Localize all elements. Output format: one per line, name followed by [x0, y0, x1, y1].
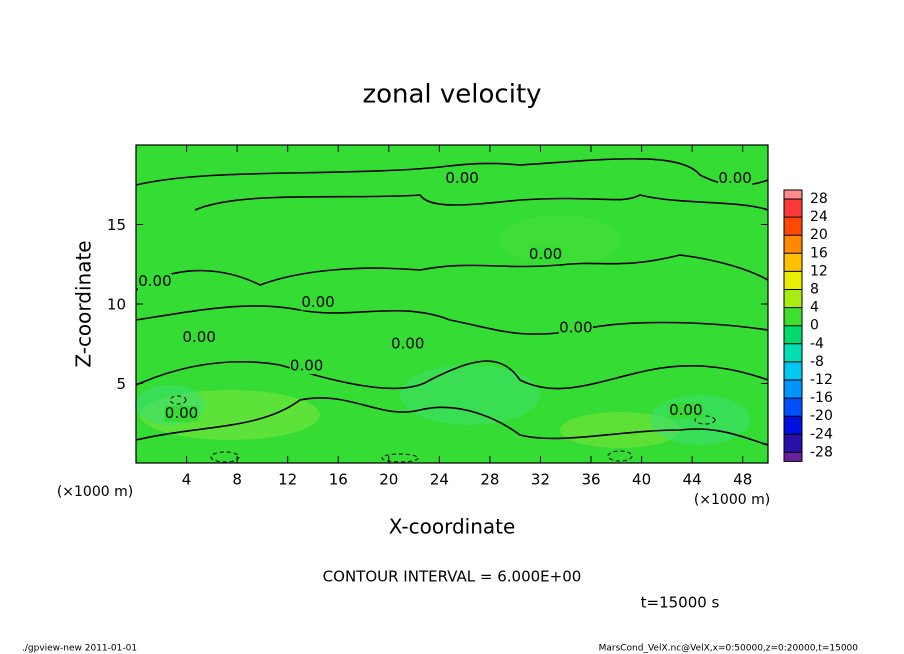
colorbar-box: [784, 416, 802, 435]
x-tick-label: 44: [683, 471, 702, 489]
colorbar-box: [784, 271, 802, 290]
contour-label: 0.00: [165, 404, 198, 422]
colorbar-box: [784, 380, 802, 399]
contour-label-bg: [164, 405, 199, 422]
x-tick-label: 24: [430, 471, 449, 489]
y-axis-title: Z-coordinate: [72, 240, 96, 367]
colorbar-label: 0: [810, 318, 819, 334]
contour-label-bg: [289, 358, 324, 375]
colorbar-label: 12: [810, 263, 828, 279]
contour-label-bg: [390, 335, 425, 352]
colorbar-box: [784, 199, 802, 218]
y-tick-label: 15: [107, 216, 126, 234]
colorbar-box: [784, 307, 802, 326]
colorbar-box: [784, 434, 802, 453]
contour-label: 0.00: [290, 357, 323, 375]
contour-label-bg: [558, 319, 593, 336]
contour-interval: CONTOUR INTERVAL = 6.000E+00: [323, 568, 582, 586]
colorbar-label: -20: [810, 408, 833, 424]
x-tick-label: 48: [733, 471, 752, 489]
x-tick-label: 32: [531, 471, 550, 489]
contour-label: 0.00: [138, 272, 171, 290]
colorbar-box: [784, 343, 802, 362]
contour-label: 0.00: [718, 169, 751, 187]
contour-label: 0.00: [559, 318, 592, 336]
colorbar-box: [784, 289, 802, 308]
contour-label-bg: [668, 402, 703, 419]
contour-lines: [135, 157, 769, 463]
x-tick-label: 40: [632, 471, 651, 489]
contour-label-bg: [182, 329, 217, 346]
colorbar-label: 4: [810, 300, 819, 316]
colorbar-box: [784, 190, 802, 199]
x-tick-label: 36: [581, 471, 600, 489]
x-tick-label: 20: [379, 471, 398, 489]
colorbar-label: -24: [810, 426, 833, 442]
y-tick-label: 10: [107, 296, 126, 314]
x-tick-label: 28: [480, 471, 499, 489]
colorbar-box: [784, 398, 802, 417]
x-tick-label: 16: [329, 471, 348, 489]
colorbar-label: 28: [810, 191, 828, 207]
colorbar-label: -8: [810, 354, 824, 370]
colorbar-box: [784, 361, 802, 380]
colorbar-box: [784, 452, 802, 462]
x-unit-label: (×1000 m): [57, 484, 133, 500]
colorbar-label: 16: [810, 245, 828, 261]
colorbar-label: 20: [810, 227, 828, 243]
footer-right: MarsCond_VelX.nc@VelX,x=0:50000,z=0:2000…: [599, 644, 859, 654]
footer-left: ./gpview-new 2011-01-01: [22, 644, 137, 654]
contour-label-bg: [137, 273, 172, 290]
contour-label-bg: [445, 170, 480, 187]
colorbar-label: -4: [810, 336, 824, 352]
colorbar-label: 8: [810, 282, 819, 298]
contour-label: 0.00: [301, 293, 334, 311]
x-tick-label: 4: [182, 471, 192, 489]
chart-title: zonal velocity: [362, 80, 541, 110]
colorbar-box: [784, 235, 802, 254]
colorbar-box: [784, 217, 802, 236]
contour-label-bg: [718, 170, 753, 187]
contour-label: 0.00: [529, 245, 562, 263]
y-tick-label: 5: [116, 375, 126, 393]
contour-label-bg: [528, 246, 563, 263]
x-unit-label: (×1000 m): [694, 492, 770, 508]
contour-label: 0.00: [669, 401, 702, 419]
colorbar-label: 24: [810, 209, 828, 225]
x-tick-label: 12: [278, 471, 297, 489]
colorbar-label: -28: [810, 444, 833, 460]
contour-label: 0.00: [445, 169, 478, 187]
contour-label-bg: [301, 294, 336, 311]
colorbar-box: [784, 325, 802, 344]
colorbar-label: -16: [810, 390, 833, 406]
time-label: t=15000 s: [641, 594, 720, 612]
colorbar-label: -12: [810, 372, 833, 388]
colorbar-box: [784, 253, 802, 272]
contour-label: 0.00: [391, 334, 424, 352]
x-tick-label: 8: [232, 471, 242, 489]
contour-label: 0.00: [182, 328, 215, 346]
x-axis-title: X-coordinate: [389, 515, 516, 539]
